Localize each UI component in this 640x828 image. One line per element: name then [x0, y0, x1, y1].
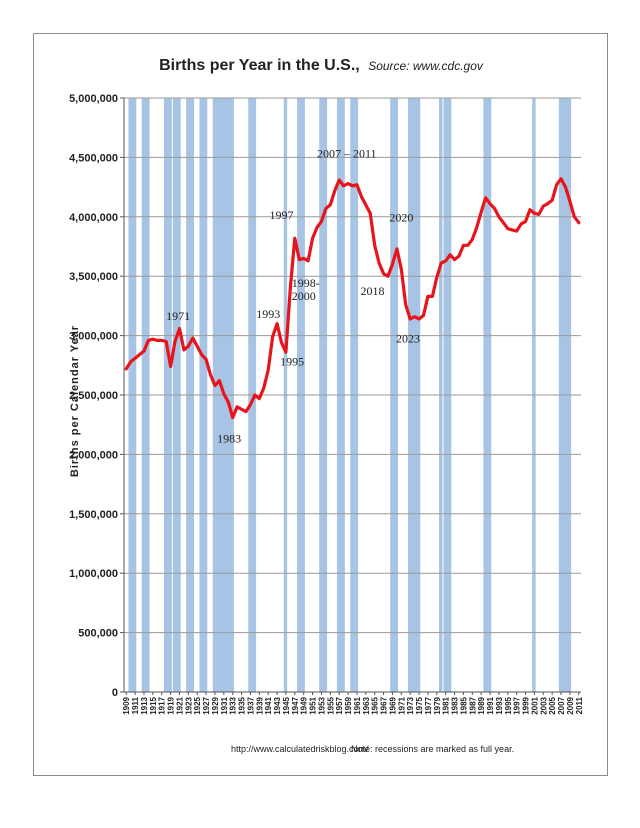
- x-tick-label: 1923: [184, 696, 193, 714]
- annotation-label: 1998-: [292, 276, 320, 290]
- x-tick-label: 1927: [202, 696, 211, 714]
- births-line-chart: Births per Year in the U.S., Source: www…: [69, 57, 584, 754]
- annotation-label: 2023: [396, 332, 420, 346]
- x-tick-label: 1971: [397, 696, 406, 714]
- x-tick-label: 1933: [229, 696, 238, 714]
- annotation-label: 1995: [280, 354, 304, 368]
- x-tick-label: 1945: [282, 696, 291, 714]
- annotation-label: 1997: [270, 208, 294, 222]
- x-tick-label: 1979: [433, 696, 442, 714]
- annotation-label: 2020: [389, 211, 413, 225]
- x-tick-label: 1957: [335, 696, 344, 714]
- births-series-line: [124, 177, 581, 420]
- x-tick-label: 1937: [246, 696, 255, 714]
- x-tick-label: 1987: [468, 696, 477, 714]
- x-tick-label: 1959: [344, 696, 353, 714]
- x-tick-label: 1967: [380, 696, 389, 714]
- x-tick-label: 1939: [255, 696, 264, 714]
- x-tick-label: 1989: [477, 696, 486, 714]
- x-tick-label: 1963: [362, 696, 371, 714]
- y-tick-label: 4,000,000: [69, 212, 118, 224]
- x-tick-label: 1941: [264, 696, 273, 714]
- x-tick-label: 1995: [504, 696, 513, 714]
- annotation-label: 1971: [166, 309, 190, 323]
- y-tick-label: 3,000,000: [69, 331, 118, 343]
- y-tick-label: 1,500,000: [69, 509, 118, 521]
- chart-source: Source: www.cdc.gov: [368, 59, 484, 73]
- footer-note: Note: recessions are marked as full year…: [351, 744, 514, 754]
- chart-title-main: Births per Year in the U.S.,: [159, 57, 360, 74]
- x-tick-label: 1931: [220, 696, 229, 714]
- x-tick-label: 1975: [415, 696, 424, 714]
- footer-source-url: http://www.calculatedriskblog.com/: [231, 744, 369, 754]
- x-tick-label: 1993: [495, 696, 504, 714]
- x-tick-label: 1985: [459, 696, 468, 714]
- x-tick-label: 1921: [175, 696, 184, 714]
- y-tick-label: 2,500,000: [69, 390, 118, 402]
- chart-title: Births per Year in the U.S., Source: www…: [159, 57, 484, 74]
- y-tick-label: 500,000: [78, 628, 118, 640]
- x-tick-label: 1925: [193, 696, 202, 714]
- x-tick-label: 1919: [167, 696, 176, 714]
- x-tick-label: 1915: [149, 696, 158, 714]
- x-tick-label: 1973: [406, 696, 415, 714]
- chart-frame: Births per Year in the U.S., Source: www…: [33, 33, 608, 776]
- annotation-label: 2000: [292, 289, 316, 303]
- x-tick-label: 2011: [575, 696, 584, 714]
- x-tick-label: 1909: [122, 696, 131, 714]
- y-axis-label: Births per Calendar Year: [69, 325, 81, 477]
- x-tick-label: 1911: [131, 696, 140, 714]
- x-tick-label: 1951: [309, 696, 318, 714]
- axes: 0 500,000 1,000,000 1,500,000 2,000,000 2,500…: [69, 93, 584, 715]
- x-tick-label: 2003: [539, 696, 548, 714]
- y-tick-label: 3,500,000: [69, 271, 118, 283]
- x-tick-label: 1955: [326, 696, 335, 714]
- x-tick-label: 1999: [522, 696, 531, 714]
- x-tick-label: 2007: [557, 696, 566, 714]
- annotation-label: 1983: [217, 432, 241, 446]
- series-line: [124, 177, 581, 420]
- x-tick-label: 1935: [238, 696, 247, 714]
- y-tick-label: 1,000,000: [69, 568, 118, 580]
- x-tick-label: 1961: [353, 696, 362, 714]
- annotation-label: 1993: [256, 307, 280, 321]
- y-tick-label: 0: [112, 687, 118, 699]
- x-tick-label: 1969: [388, 696, 397, 714]
- x-tick-label: 1917: [158, 696, 167, 714]
- x-tick-label: 1977: [424, 696, 433, 714]
- x-tick-label: 1913: [140, 696, 149, 714]
- x-tick-label: 2009: [566, 696, 575, 714]
- x-tick-label: 1965: [371, 696, 380, 714]
- x-tick-label: 1997: [513, 696, 522, 714]
- y-tick-label: 5,000,000: [69, 93, 118, 105]
- x-tick-label: 1929: [211, 696, 220, 714]
- x-tick-label: 1943: [273, 696, 282, 714]
- y-tick-label: 2,000,000: [69, 449, 118, 461]
- annotation-label: 2018: [360, 284, 384, 298]
- annotation-label: 2007 – 2011: [317, 146, 377, 160]
- x-tick-label: 2001: [530, 696, 539, 714]
- x-tick-label: 1949: [300, 696, 309, 714]
- x-tick-label: 1991: [486, 696, 495, 714]
- x-tick-label: 1981: [442, 696, 451, 714]
- x-tick-label: 1983: [451, 696, 460, 714]
- x-tick-label: 1953: [317, 696, 326, 714]
- annotations: 1971 1983 1993 1995 1997 1998-2000 2007 – 2011…: [166, 146, 420, 445]
- x-tick-label: 2005: [548, 696, 557, 714]
- x-tick-label: 1947: [291, 696, 300, 714]
- y-tick-label: 4,500,000: [69, 152, 118, 164]
